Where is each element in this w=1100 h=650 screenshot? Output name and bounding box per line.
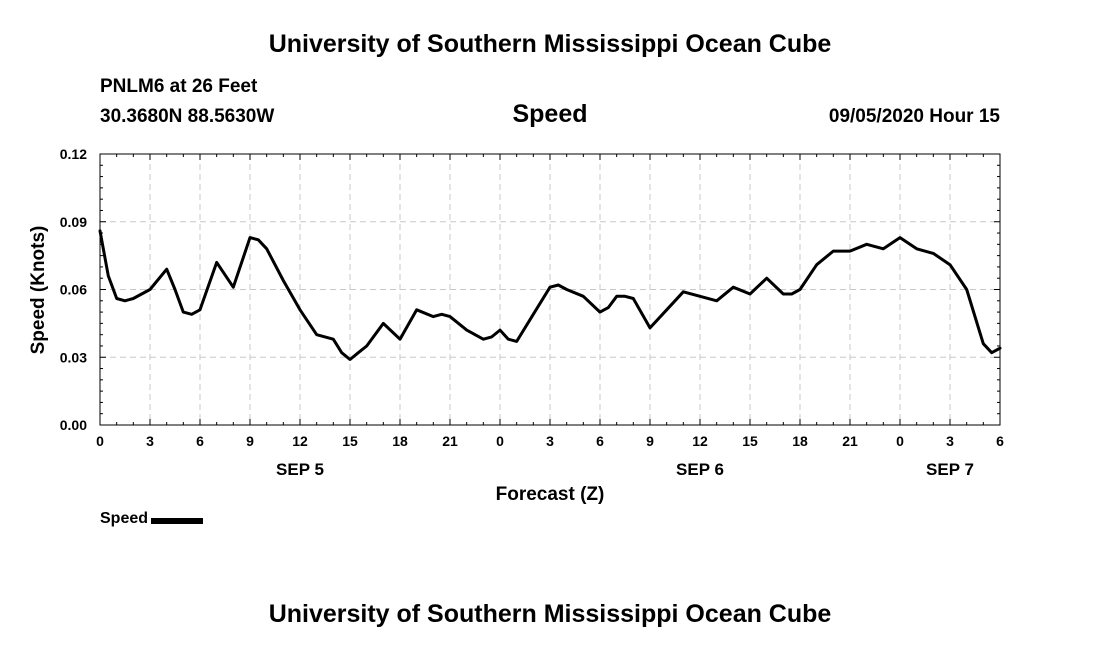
x-tick-label-6: 18 [392,433,408,449]
y-tick-label-4: 0.12 [60,146,87,162]
date-label-1: SEP 6 [676,460,724,479]
axes: 0 3 6 9 12 15 18 21 0 3 6 9 12 15 18 21 0 3 6 0.00 0.03 0.06 0… [60,146,1004,479]
x-tick-label-7: 21 [442,433,458,449]
x-tick-label-16: 0 [896,433,904,449]
x-tick-label-12: 12 [692,433,708,449]
forecast-datetime: 09/05/2020 Hour 15 [828,106,1000,127]
legend: Speed [100,510,204,528]
x-tick-label-4: 12 [292,433,308,449]
x-tick-label-5: 15 [342,433,358,449]
legend-swatch-speed [151,517,204,524]
y-tick-label-1: 0.03 [60,349,87,365]
series-line-speed [98,229,1002,361]
x-axis-label: Forecast (Z) [496,484,605,505]
x-tick-label-10: 6 [596,433,604,449]
y-tick-label-3: 0.09 [60,214,87,230]
x-tick-label-18: 6 [996,433,1004,449]
series-layer [98,229,1002,361]
x-tick-label-14: 18 [792,433,808,449]
chart-title: Speed [512,100,588,128]
x-tick-label-3: 9 [246,433,254,449]
y-tick-label-0: 0.00 [60,417,87,433]
y-tick-label-2: 0.06 [60,282,87,298]
legend-label-speed: Speed [100,510,149,527]
x-tick-label-0: 0 [96,433,104,449]
station-coordinates: 30.3680N 88.5630W [100,106,275,127]
footer-title: University of Southern Mississippi Ocean… [268,600,832,628]
x-tick-label-17: 3 [946,433,954,449]
main-title: University of Southern Mississippi Ocean… [268,30,832,58]
x-tick-label-13: 15 [742,433,758,449]
x-tick-label-1: 3 [146,433,154,449]
x-tick-label-2: 6 [196,433,204,449]
x-tick-label-15: 21 [842,433,858,449]
x-tick-label-8: 0 [496,433,504,449]
x-tick-label-9: 3 [546,433,554,449]
station-name: PNLM6 at 26 Feet [100,76,258,97]
y-axis-label: Speed (Knots) [28,226,49,355]
x-tick-label-11: 9 [646,433,654,449]
date-label-2: SEP 7 [926,460,974,479]
date-label-0: SEP 5 [276,460,324,479]
